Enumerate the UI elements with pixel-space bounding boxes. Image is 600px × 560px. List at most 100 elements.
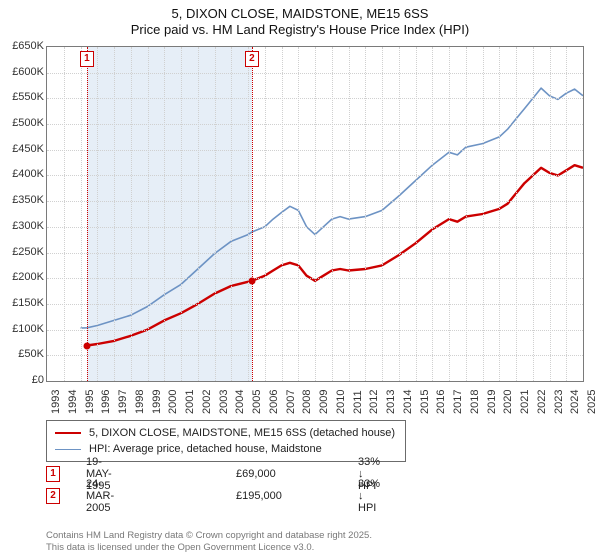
gridline-v	[248, 47, 249, 381]
gridline-v	[315, 47, 316, 381]
x-tick-label: 2023	[553, 390, 565, 414]
sale-change: 33% ↓ HPI	[358, 478, 380, 514]
x-tick-label: 2018	[469, 390, 481, 414]
gridline-v	[550, 47, 551, 381]
x-tick-label: 1993	[50, 390, 62, 414]
gridline-v	[198, 47, 199, 381]
title-block: 5, DIXON CLOSE, MAIDSTONE, ME15 6SS Pric…	[0, 0, 600, 37]
gridline-v	[432, 47, 433, 381]
sale-row-marker: 1	[46, 466, 60, 482]
x-tick-label: 1996	[100, 390, 112, 414]
y-tick-label: £400K	[0, 168, 44, 180]
x-tick-label: 2025	[586, 390, 598, 414]
gridline-v	[416, 47, 417, 381]
gridline-v	[516, 47, 517, 381]
series-price_paid	[87, 165, 583, 345]
sale-marker-1: 1	[80, 51, 94, 67]
x-tick-label: 1998	[134, 390, 146, 414]
x-tick-label: 2009	[318, 390, 330, 414]
x-tick-label: 2022	[536, 390, 548, 414]
sale-dot-2	[248, 277, 255, 284]
gridline-v	[499, 47, 500, 381]
x-tick-label: 1994	[67, 390, 79, 414]
sale-row: 224-MAR-2005£195,00033% ↓ HPI	[46, 488, 78, 504]
y-tick-label: £150K	[0, 297, 44, 309]
gridline-v	[382, 47, 383, 381]
legend-label: 5, DIXON CLOSE, MAIDSTONE, ME15 6SS (det…	[89, 427, 395, 439]
title-line-2: Price paid vs. HM Land Registry's House …	[0, 22, 600, 37]
legend-swatch	[55, 432, 81, 434]
x-tick-label: 2013	[385, 390, 397, 414]
gridline-v	[131, 47, 132, 381]
x-tick-label: 2012	[368, 390, 380, 414]
x-tick-label: 2019	[486, 390, 498, 414]
gridline-v	[164, 47, 165, 381]
sale-price: £195,000	[236, 490, 282, 502]
legend-item: HPI: Average price, detached house, Maid…	[55, 441, 395, 457]
sale-dot-1	[83, 342, 90, 349]
x-tick-label: 2014	[402, 390, 414, 414]
attribution: Contains HM Land Registry data © Crown c…	[46, 530, 372, 554]
gridline-v	[181, 47, 182, 381]
gridline-v	[533, 47, 534, 381]
y-tick-label: £650K	[0, 40, 44, 52]
gridline-v	[399, 47, 400, 381]
gridline-v	[64, 47, 65, 381]
legend-label: HPI: Average price, detached house, Maid…	[89, 443, 322, 455]
y-tick-label: £200K	[0, 271, 44, 283]
y-tick-label: £300K	[0, 220, 44, 232]
gridline-v	[483, 47, 484, 381]
sale-date: 24-MAR-2005	[86, 478, 114, 514]
chart-container: 5, DIXON CLOSE, MAIDSTONE, ME15 6SS Pric…	[0, 0, 600, 560]
gridline-v	[298, 47, 299, 381]
gridline-v	[449, 47, 450, 381]
legend-swatch	[55, 449, 81, 450]
gridline-v	[466, 47, 467, 381]
y-tick-label: £600K	[0, 66, 44, 78]
sale-row: 119-MAY-1995£69,00033% ↓ HPI	[46, 466, 78, 482]
x-tick-label: 2006	[268, 390, 280, 414]
gridline-v	[265, 47, 266, 381]
x-tick-label: 2005	[251, 390, 263, 414]
gridline-v	[282, 47, 283, 381]
x-tick-label: 2015	[419, 390, 431, 414]
gridline-v	[365, 47, 366, 381]
attribution-line-1: Contains HM Land Registry data © Crown c…	[46, 530, 372, 542]
y-tick-label: £250K	[0, 246, 44, 258]
y-tick-label: £550K	[0, 91, 44, 103]
y-tick-label: £500K	[0, 117, 44, 129]
gridline-v	[114, 47, 115, 381]
gridline-v	[332, 47, 333, 381]
y-tick-label: £350K	[0, 194, 44, 206]
sale-price: £69,000	[236, 468, 276, 480]
x-tick-label: 2010	[335, 390, 347, 414]
y-tick-label: £0	[0, 374, 44, 386]
x-tick-label: 2021	[519, 390, 531, 414]
attribution-line-2: This data is licensed under the Open Gov…	[46, 542, 372, 554]
gridline-v	[566, 47, 567, 381]
gridline-v	[81, 47, 82, 381]
x-tick-label: 2020	[502, 390, 514, 414]
sale-marker-line	[252, 47, 253, 381]
plot-area: 12	[46, 46, 584, 382]
legend-item: 5, DIXON CLOSE, MAIDSTONE, ME15 6SS (det…	[55, 425, 395, 441]
sale-marker-line	[87, 47, 88, 381]
y-tick-label: £100K	[0, 323, 44, 335]
x-tick-label: 1997	[117, 390, 129, 414]
gridline-v	[349, 47, 350, 381]
x-tick-label: 2011	[352, 390, 364, 414]
gridline-v	[97, 47, 98, 381]
y-tick-label: £50K	[0, 348, 44, 360]
x-tick-label: 2002	[201, 390, 213, 414]
x-tick-label: 2003	[218, 390, 230, 414]
x-tick-label: 2004	[234, 390, 246, 414]
x-tick-label: 1995	[84, 390, 96, 414]
x-tick-label: 2024	[569, 390, 581, 414]
x-tick-label: 2007	[285, 390, 297, 414]
x-tick-label: 2016	[435, 390, 447, 414]
gridline-v	[215, 47, 216, 381]
x-tick-label: 1999	[151, 390, 163, 414]
x-tick-label: 2000	[167, 390, 179, 414]
gridline-v	[148, 47, 149, 381]
title-line-1: 5, DIXON CLOSE, MAIDSTONE, ME15 6SS	[0, 6, 600, 21]
